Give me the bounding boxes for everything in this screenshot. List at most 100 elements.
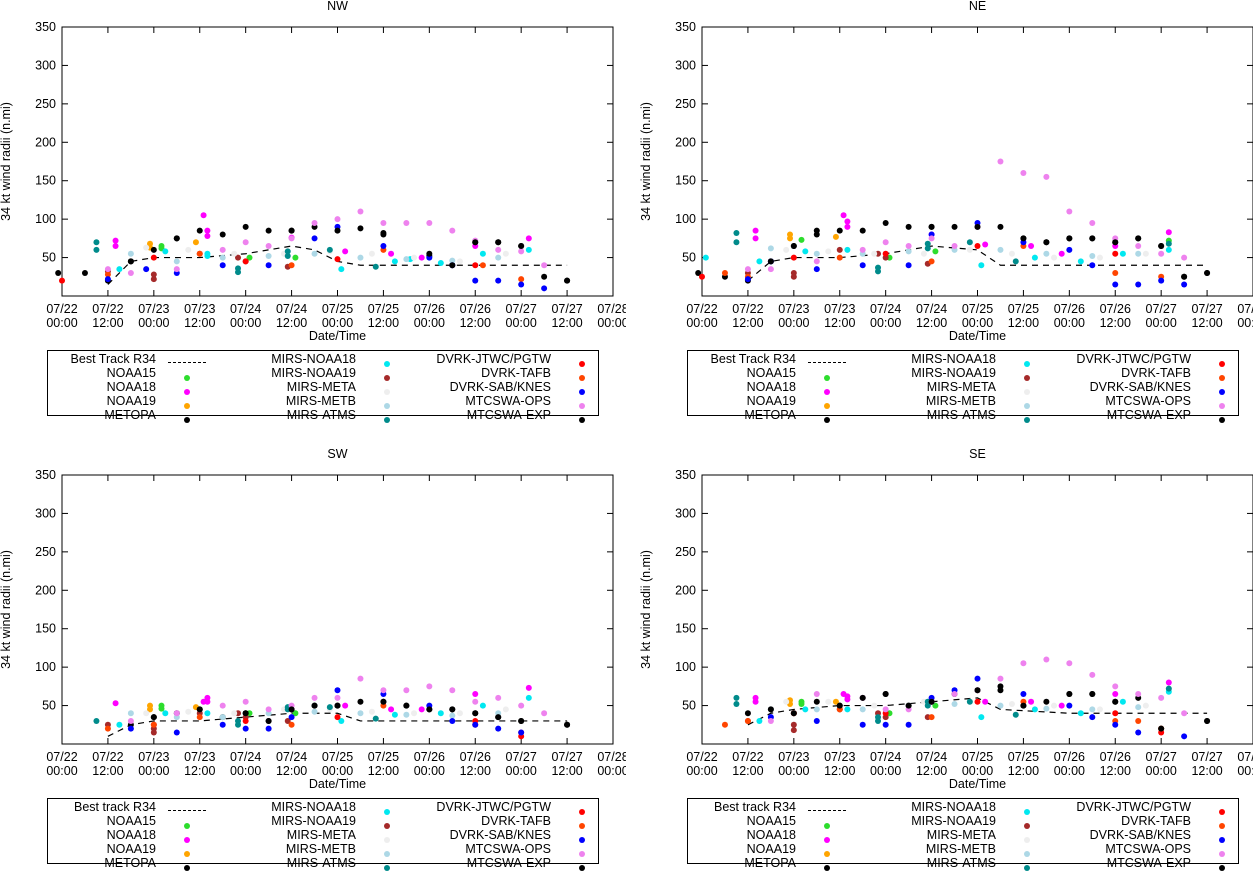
chart-ne-y-axis-label: 34 kt wind radii (n.mi) xyxy=(640,102,653,221)
chart-ne-point-mtcswa-ops xyxy=(1066,208,1073,215)
chart-se-point-noaa18 xyxy=(1028,698,1035,705)
chart-ne-point-mtcswa-exp xyxy=(1089,235,1096,242)
chart-ne-point-dvrk-sab-knes xyxy=(1158,277,1165,284)
chart-se-legend-dot-symbol xyxy=(1024,837,1030,843)
chart-nw-legend-item-mirs-noaa18: MIRS-NOAA18 xyxy=(228,352,398,367)
chart-ne-point-metopa xyxy=(695,269,702,276)
chart-se-legend-label: DVRK-SAB/KNES xyxy=(1089,828,1191,842)
chart-nw-y-tick-label: 150 xyxy=(35,174,56,188)
chart-sw-legend-item-metopa: METOPA xyxy=(48,856,218,871)
panel-nw: NW 34 kt wind radii (n.mi) 50 100 150 200 250 3… xyxy=(0,0,626,435)
chart-ne-plot: NE 34 kt wind radii (n.mi) 50 100 150 200 250 3… xyxy=(640,0,1253,343)
chart-sw-title: SW xyxy=(327,448,347,461)
chart-nw-legend-symbol xyxy=(184,398,190,412)
chart-ne-legend-symbol xyxy=(1219,370,1225,384)
chart-ne-legend-dot-symbol xyxy=(1219,375,1225,381)
chart-nw-point-mtcswa-ops xyxy=(495,246,502,253)
chart-nw-legend-item-noaa19: NOAA19 xyxy=(48,394,218,409)
chart-sw-x-tick-label: 07/23 00:00 xyxy=(138,750,169,778)
chart-ne-legend-dot-symbol xyxy=(824,375,830,381)
chart-ne-point-mtcswa-ops xyxy=(951,243,958,250)
chart-sw-point-noaa18 xyxy=(388,706,395,713)
chart-nw-point-mirs-noaa18 xyxy=(116,266,123,273)
chart-sw-point-noaa18 xyxy=(472,691,479,698)
chart-ne-legend-dot-symbol xyxy=(1024,417,1030,423)
chart-ne-point-dvrk-jtwc-pgtw xyxy=(790,254,797,261)
chart-ne-point-mtcswa-ops xyxy=(859,246,866,253)
chart-nw-point-mirs-metb xyxy=(449,257,456,264)
chart-sw-point-mirs-noaa18 xyxy=(391,711,398,718)
chart-se-y-tick-label: 300 xyxy=(675,506,696,520)
chart-se-point-noaa15 xyxy=(798,701,805,708)
chart-ne-legend-label: MTCSWA-EXP xyxy=(1106,408,1191,422)
chart-sw-point-mirs-metb xyxy=(219,714,226,721)
chart-ne-x-axis-label: Date/Time xyxy=(949,329,1006,343)
chart-nw-title: NW xyxy=(327,0,348,13)
chart-nw-x-tick-label: 07/22 00:00 xyxy=(46,302,77,330)
chart-ne-legend-item-dvrk-tafb: DVRK-TAFB xyxy=(1048,366,1233,381)
chart-ne-point-mirs-noaa19 xyxy=(790,273,797,280)
chart-se-point-mirs-meta xyxy=(1051,702,1058,709)
chart-se-point-mtcswa-exp xyxy=(905,702,912,709)
chart-nw-legend-symbol xyxy=(184,412,190,426)
chart-sw-point-mtcswa-ops xyxy=(265,706,272,713)
chart-sw-legend-label: MIRS-ATMS xyxy=(286,856,356,870)
chart-ne-legend-symbol xyxy=(808,352,846,366)
chart-se-point-mirs-noaa18 xyxy=(802,706,809,713)
chart-sw-point-dvrk-jtwc-pgtw xyxy=(334,714,341,721)
chart-ne-legend-dot-symbol xyxy=(1219,403,1225,409)
chart-nw-point-metopa xyxy=(81,269,88,276)
chart-sw-legend-symbol xyxy=(579,860,585,874)
chart-sw-legend-label: MIRS-META xyxy=(286,828,356,842)
chart-se-legend-item-dvrk-tafb: DVRK-TAFB xyxy=(1048,814,1233,829)
chart-ne-point-metopa xyxy=(951,223,958,230)
chart-ne-legend-symbol xyxy=(1024,398,1030,412)
chart-nw-point-mirs-atms xyxy=(93,239,100,246)
chart-nw-point-noaa18 xyxy=(418,254,425,261)
chart-ne-point-metopa xyxy=(905,223,912,230)
chart-se-legend-symbol xyxy=(1024,846,1030,860)
chart-nw-point-mirs-meta xyxy=(502,250,509,257)
panel-se: SE 34 kt wind radii (n.mi) 50 100 150 200 250 3… xyxy=(640,448,1253,883)
chart-se-point-mirs-noaa18 xyxy=(1077,710,1084,717)
chart-se-point-metopa xyxy=(813,698,820,705)
chart-nw-point-mtcswa-exp xyxy=(426,250,433,257)
chart-nw-legend-dot-symbol xyxy=(579,361,585,367)
chart-nw-point-mirs-meta xyxy=(456,258,463,265)
chart-sw-point-dvrk-sab-knes xyxy=(518,729,525,736)
chart-se-legend-symbol xyxy=(1219,818,1225,832)
chart-se-point-noaa18 xyxy=(752,698,759,705)
chart-nw-point-noaa18 xyxy=(388,250,395,257)
chart-nw-point-mtcswa-exp xyxy=(173,235,180,242)
chart-ne-legend-dot-symbol xyxy=(1024,361,1030,367)
chart-sw-point-noaa18 xyxy=(418,706,425,713)
chart-sw-legend-dot-symbol xyxy=(384,851,390,857)
chart-nw-legend-item-noaa18: NOAA18 xyxy=(48,380,218,395)
chart-nw-point-dvrk-sab-knes xyxy=(265,262,272,269)
chart-sw-legend-symbol xyxy=(384,860,390,874)
chart-sw-legend-label: DVRK-TAFB xyxy=(481,814,551,828)
chart-sw-point-mtcswa-ops xyxy=(311,694,318,701)
chart-ne-legend-label: NOAA15 xyxy=(746,366,796,380)
chart-sw-point-mtcswa-ops xyxy=(334,694,341,701)
chart-sw-point-mtcswa-ops xyxy=(541,710,548,717)
chart-se-x-tick-label: 07/24 12:00 xyxy=(916,750,947,778)
chart-nw-point-mtcswa-ops xyxy=(449,227,456,234)
chart-sw-legend-symbol xyxy=(579,804,585,818)
chart-nw-point-noaa19 xyxy=(192,239,199,246)
chart-sw-point-mirs-noaa18 xyxy=(116,721,123,728)
chart-nw-point-mirs-atms xyxy=(93,246,100,253)
chart-sw-point-mtcswa-ops xyxy=(219,702,226,709)
chart-nw-point-mtcswa-ops xyxy=(541,262,548,269)
chart-se-legend-dot-symbol xyxy=(1024,851,1030,857)
chart-sw-point-mtcswa-ops xyxy=(403,687,410,694)
chart-sw-legend-label: MIRS-NOAA18 xyxy=(271,800,356,814)
chart-sw-y-tick-label: 150 xyxy=(35,622,56,636)
chart-ne-legend-item-mirs-noaa18: MIRS-NOAA18 xyxy=(868,352,1038,367)
chart-nw-point-dvrk-sab-knes xyxy=(495,277,502,284)
chart-nw-point-mtcswa-exp xyxy=(541,273,548,280)
chart-nw-point-mirs-noaa18 xyxy=(162,248,169,255)
chart-se-point-mirs-metb xyxy=(1135,704,1142,711)
chart-nw-point-mirs-noaa18 xyxy=(479,250,486,257)
